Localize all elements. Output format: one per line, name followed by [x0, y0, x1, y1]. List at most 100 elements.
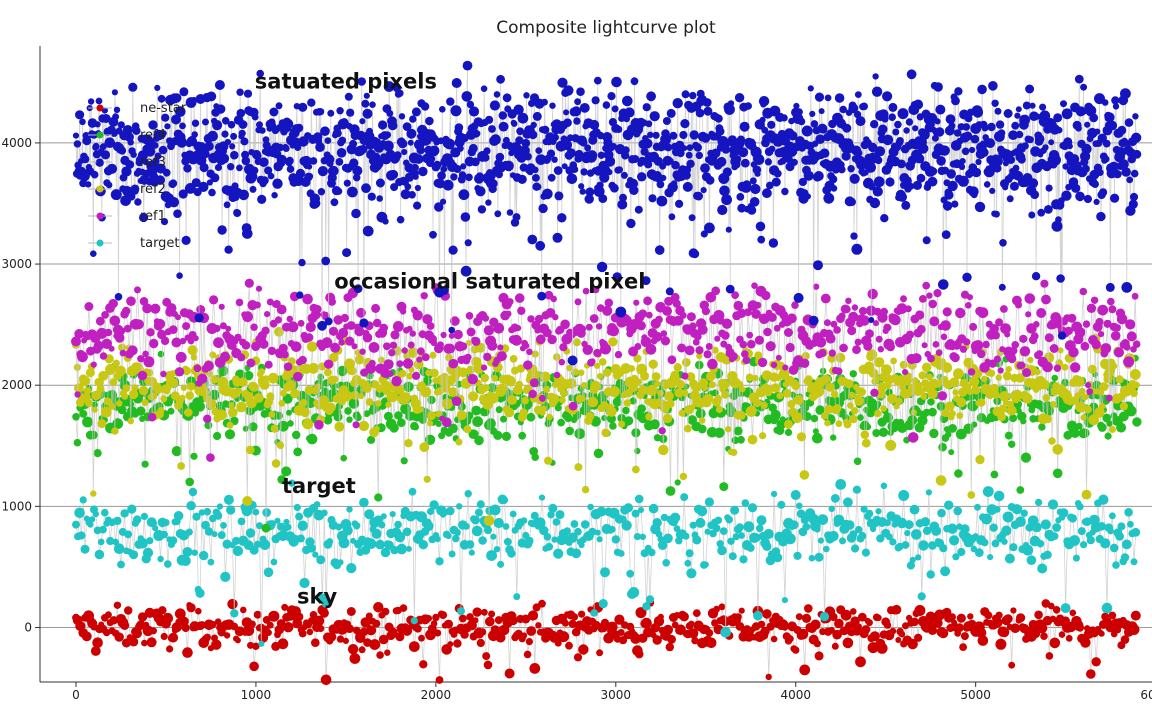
- data-point-ref1: [218, 303, 225, 310]
- data-point-ref2: [515, 380, 523, 389]
- data-point-saturated: [660, 174, 667, 182]
- data-point-ref2: [997, 412, 1006, 422]
- data-point-saturated: [502, 93, 512, 103]
- data-point-ref1: [362, 332, 373, 343]
- data-point-ref2: [540, 405, 547, 412]
- data-point-target: [453, 529, 461, 536]
- data-point-saturated: [535, 147, 543, 155]
- y-tick-label: 2000: [1, 378, 32, 392]
- data-point-target: [551, 536, 558, 543]
- data-point-ref2: [387, 391, 399, 403]
- data-point-sky: [801, 613, 812, 624]
- data-point-ref2: [419, 442, 430, 453]
- x-tick-label: 4000: [780, 688, 811, 702]
- data-point-saturated: [999, 239, 1007, 247]
- data-point-sky: [247, 641, 254, 649]
- data-point-ref1: [784, 328, 793, 337]
- data-point-ref2: [122, 384, 131, 392]
- data-point-ref2: [990, 383, 999, 393]
- data-point-saturated: [351, 208, 361, 219]
- data-point-saturated: [527, 234, 538, 245]
- data-point-ref1: [330, 342, 341, 353]
- data-point-saturated: [434, 202, 444, 212]
- data-point-ref2: [398, 369, 407, 378]
- data-point-saturated: [1121, 282, 1133, 293]
- data-point-saturated: [118, 146, 127, 155]
- data-point-target: [270, 558, 278, 566]
- data-point-target: [901, 541, 910, 549]
- data-point-saturated: [388, 169, 399, 180]
- data-point-ref2: [799, 470, 810, 480]
- data-point-target: [222, 539, 232, 549]
- data-point-ref2: [103, 397, 112, 406]
- data-point-ref_green: [1052, 468, 1063, 479]
- data-point-ref2: [1078, 387, 1086, 395]
- data-point-saturated: [737, 203, 747, 213]
- data-point-ref1: [845, 297, 852, 304]
- data-point-target: [716, 540, 724, 548]
- data-point-ref1: [514, 293, 525, 303]
- data-point-target: [262, 508, 272, 517]
- data-point-saturated: [606, 168, 613, 176]
- data-point-ref1: [693, 332, 702, 341]
- data-point-target: [852, 485, 862, 494]
- data-point-target: [375, 539, 385, 550]
- data-point-ref2: [899, 360, 908, 369]
- data-point-ref1: [101, 311, 109, 319]
- data-point-ref1: [95, 316, 105, 326]
- data-point-ref1: [305, 333, 314, 342]
- data-point-target: [743, 521, 755, 533]
- data-point-saturated: [695, 151, 703, 160]
- data-point-ref2: [577, 369, 585, 377]
- data-point-saturated: [369, 101, 376, 108]
- data-point-ref1: [916, 324, 926, 334]
- data-point-ref2: [847, 402, 854, 409]
- data-point-saturated: [838, 165, 846, 174]
- data-point-saturated: [903, 127, 910, 134]
- y-tick-label: 1000: [1, 499, 32, 513]
- data-point-ref2: [400, 392, 411, 403]
- data-point-ref_green: [472, 416, 483, 427]
- data-point-target: [365, 538, 377, 549]
- data-point-target: [1060, 603, 1071, 614]
- data-point-target: [596, 506, 607, 517]
- data-point-ref1: [1123, 343, 1131, 351]
- data-point-ref1: [450, 316, 460, 326]
- data-point-saturated: [311, 198, 321, 208]
- data-point-ref1: [175, 351, 187, 363]
- data-point-ref2: [323, 368, 332, 377]
- data-point-saturated: [398, 113, 406, 120]
- data-point-saturated: [448, 326, 456, 334]
- data-point-target: [380, 513, 387, 520]
- data-point-sky: [81, 631, 92, 642]
- data-point-ref2: [97, 419, 107, 429]
- data-point-ref1: [645, 343, 657, 355]
- data-point-ref1: [445, 343, 456, 354]
- data-point-ref_green: [88, 430, 98, 440]
- data-point-ref2: [373, 425, 380, 432]
- data-point-ref1: [714, 335, 721, 342]
- data-point-ref1: [1113, 347, 1124, 358]
- data-point-ref1: [267, 346, 277, 356]
- data-point-saturated: [79, 118, 86, 126]
- data-point-ref2: [365, 398, 374, 406]
- data-point-saturated: [711, 148, 721, 158]
- data-point-target: [1004, 553, 1015, 564]
- data-point-ref1: [523, 342, 530, 349]
- data-point-saturated: [425, 116, 434, 126]
- data-point-saturated: [406, 128, 417, 139]
- data-point-target: [931, 525, 942, 536]
- data-point-saturated: [788, 131, 798, 141]
- data-point-target: [849, 530, 858, 539]
- data-point-ref1: [142, 303, 153, 314]
- data-point-ref_green: [1104, 432, 1112, 440]
- data-point-saturated: [199, 162, 209, 173]
- data-point-saturated: [412, 173, 419, 180]
- data-point-sky: [665, 642, 674, 652]
- data-point-saturated: [212, 120, 223, 131]
- data-point-ref1: [1033, 321, 1040, 328]
- data-point-ref1: [108, 298, 118, 309]
- data-point-ref1: [977, 307, 989, 319]
- data-point-ref2: [778, 368, 790, 380]
- data-point-ref2: [791, 381, 801, 391]
